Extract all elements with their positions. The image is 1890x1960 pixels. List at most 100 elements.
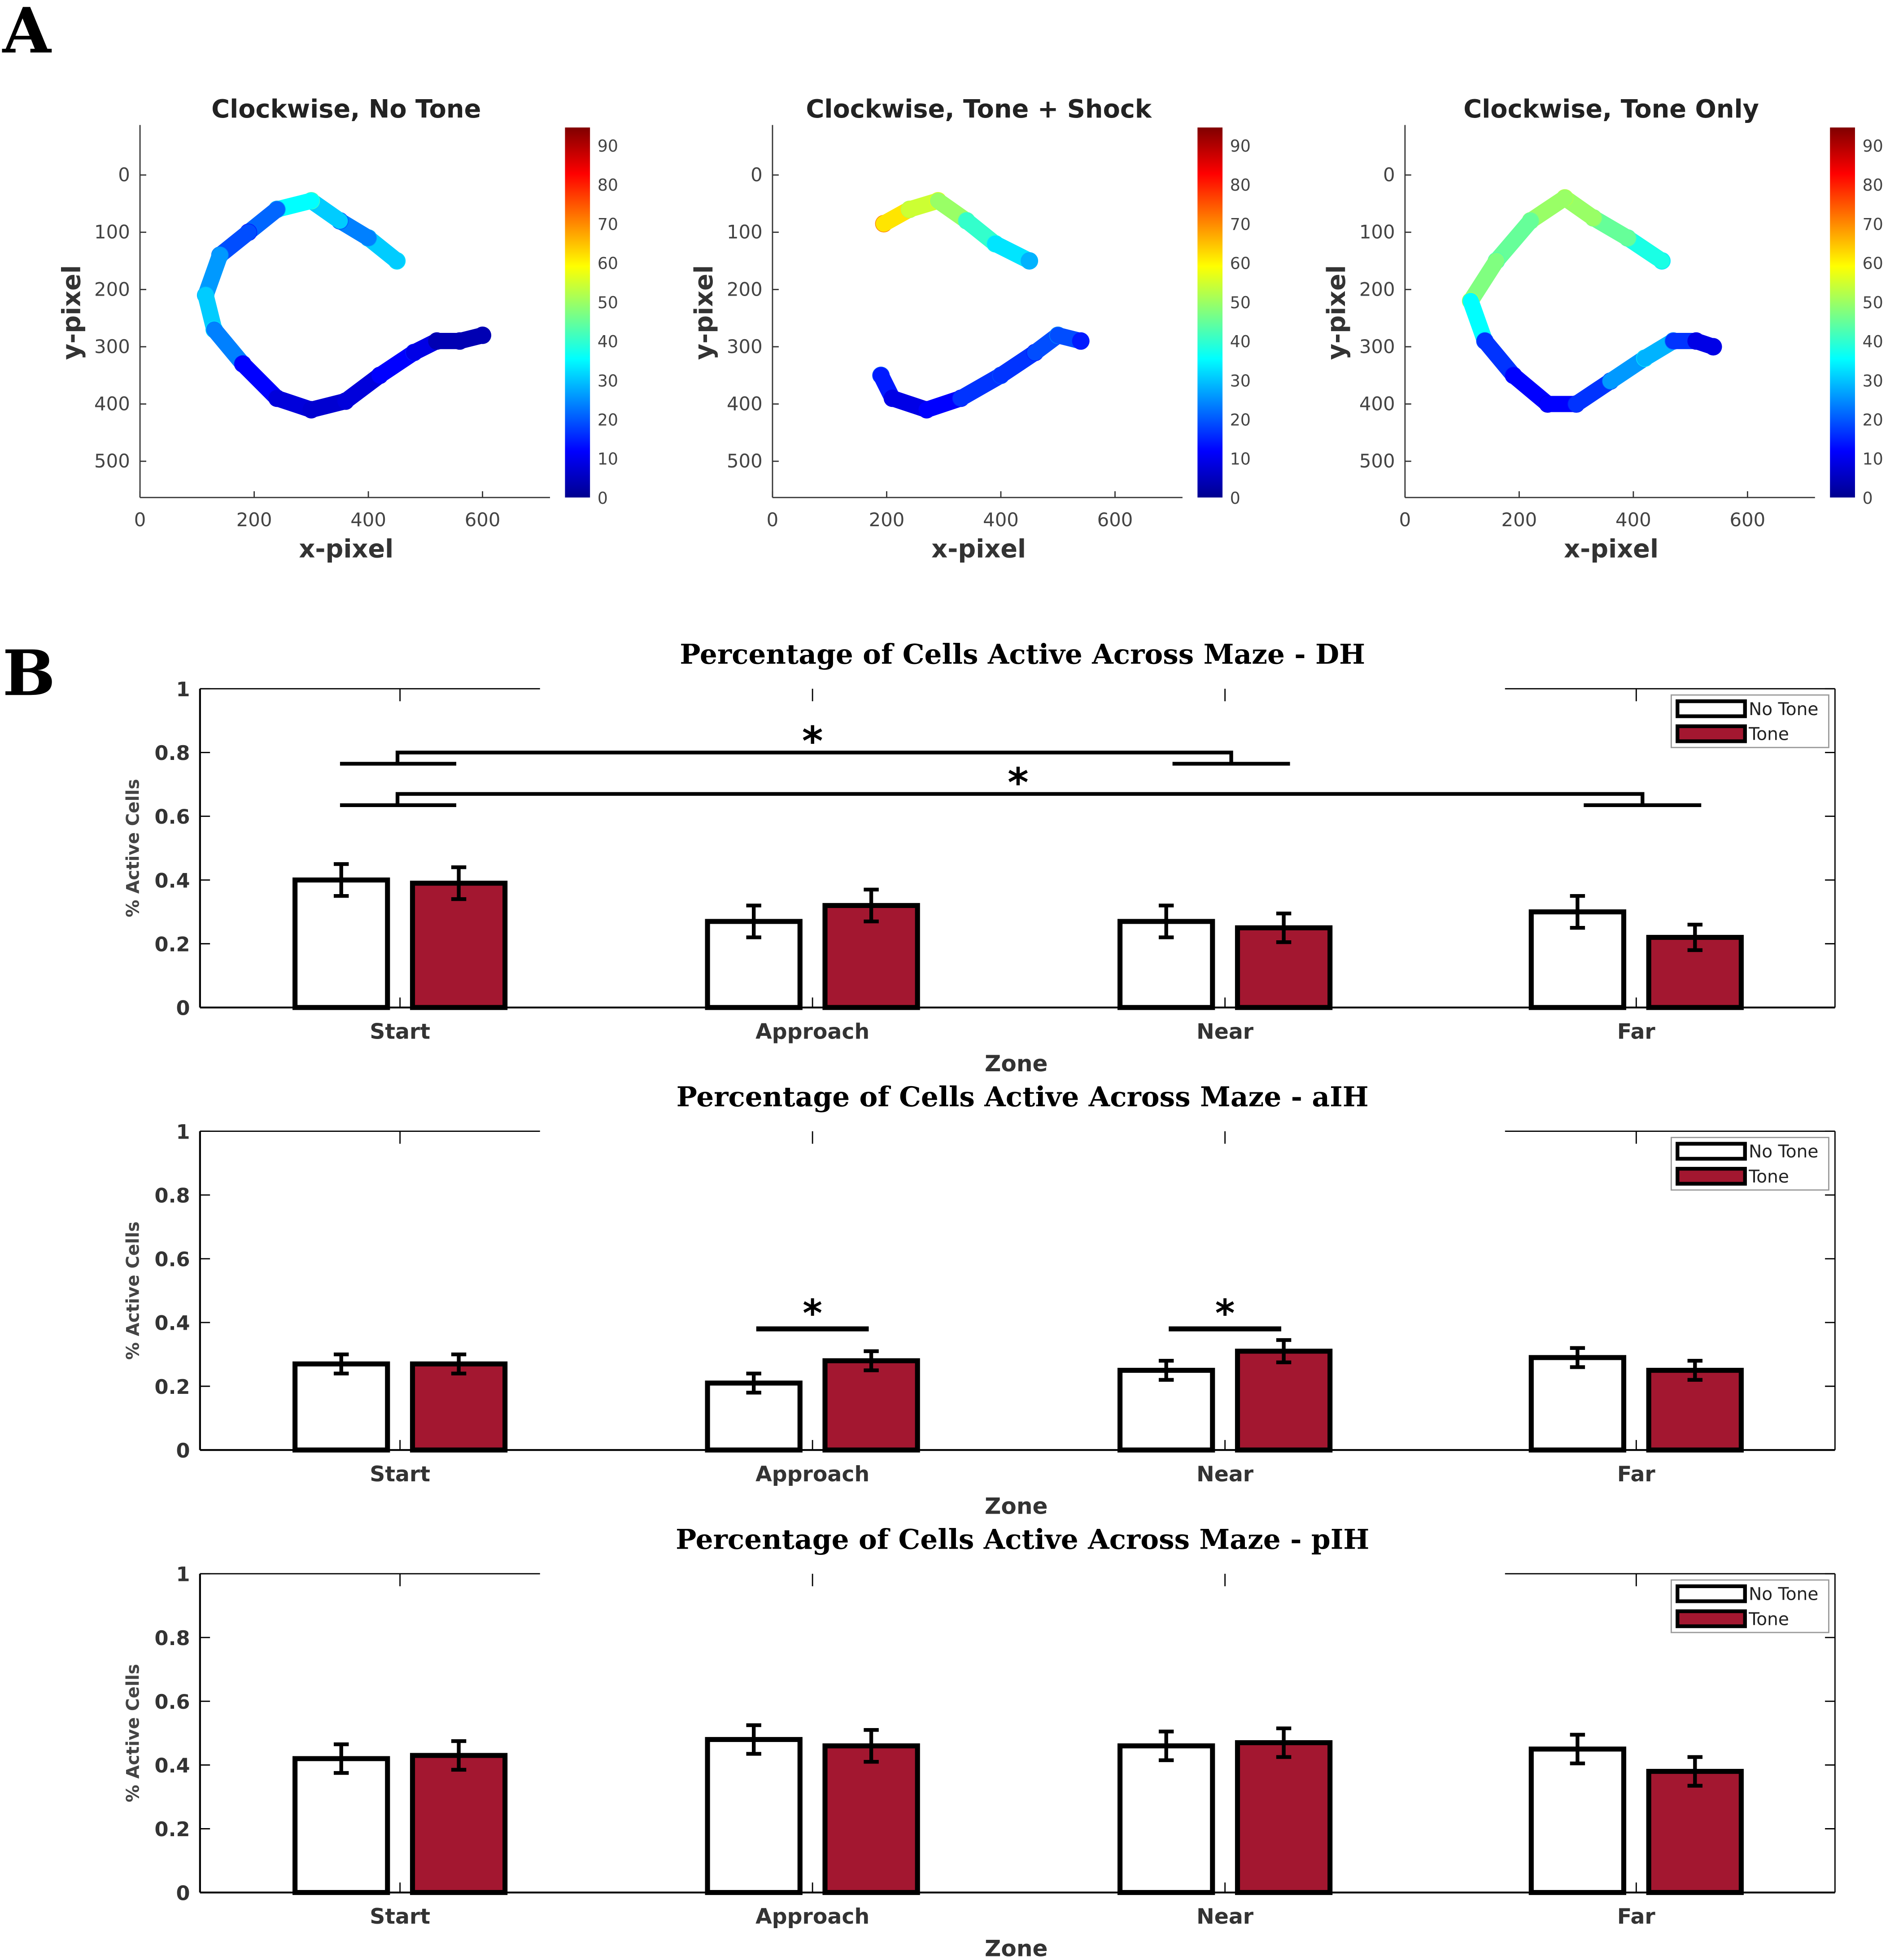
x-tick-label: 200 [1502,509,1537,531]
bar-tone [410,1753,508,1895]
legend-label: Tone [1748,1167,1789,1187]
trajectory-point [1704,338,1722,356]
x-tick-label: 0 [1399,509,1411,531]
legend-swatch [1676,1584,1747,1603]
trajectory-point [474,326,492,344]
colorbar-tick-label: 50 [1230,293,1251,312]
colorbar-tick-label: 20 [1230,410,1251,429]
bar-tone [410,881,508,1010]
colorbar-tick-label: 60 [1863,254,1883,273]
y-tick-label: 0.8 [155,1627,190,1650]
bar-chart: Percentage of Cells Active Across Maze -… [123,1523,1836,1960]
colorbar-tick-label: 40 [598,332,618,351]
x-tick-label: 200 [236,509,272,531]
y-tick-label: 0.6 [155,805,190,829]
x-tick-label: Far [1617,1904,1656,1929]
y-tick-label: 0 [751,164,763,186]
y-axis-label: y-pixel [57,265,86,360]
y-axis-label: y-pixel [1322,265,1351,360]
y-tick-label: 500 [94,450,130,472]
x-tick-label: 600 [1730,509,1766,531]
legend-label: Tone [1748,1609,1789,1629]
legend: No Tone Tone [1670,1137,1829,1191]
y-tick-label: 200 [1359,278,1395,300]
y-tick-label: 0.2 [155,933,190,956]
colorbar-tick-label: 80 [598,175,618,195]
y-tick-label: 0.8 [155,742,190,765]
significance-star: * [802,718,823,765]
y-tick-label: 1 [176,1563,190,1586]
colorbar-tick-label: 90 [1863,136,1883,156]
bar-no-tone [705,1737,803,1895]
legend-label: Tone [1748,725,1789,745]
colorbar-tick-label: 70 [1230,214,1251,234]
significance-star: * [803,1292,822,1336]
y-tick-label: 200 [94,278,130,300]
colorbar-tick-label: 10 [1863,450,1883,469]
x-tick-label: Near [1196,1462,1254,1487]
colorbar-tick-label: 50 [598,293,618,312]
x-tick-label: 600 [1097,509,1133,531]
colorbar-tick-label: 70 [598,214,618,234]
colorbar-tick-label: 50 [1863,293,1883,312]
bar-tone [1235,1349,1333,1453]
significance-star: * [1215,1292,1235,1336]
x-tick-label: Start [370,1019,430,1044]
bar-no-tone [292,1756,390,1895]
trajectory-segment [1488,213,1539,269]
y-tick-label: 100 [1359,221,1395,243]
bar-tone [410,1361,508,1453]
y-tick-label: 500 [1359,450,1395,472]
y-tick-label: 0.8 [155,1184,190,1207]
x-axis-label: Zone [985,1050,1048,1077]
colorbar-tick-label: 10 [598,450,618,469]
y-tick-label: 1 [176,678,190,701]
x-tick-label: 200 [869,509,905,531]
bar-tone [822,1743,920,1895]
colorbar-tick-label: 0 [1230,489,1240,508]
heatmap-title: Clockwise, Tone Only [1463,95,1759,124]
x-tick-label: Start [370,1904,430,1929]
x-tick-label: 400 [350,509,386,531]
y-tick-label: 400 [727,393,763,415]
chart-title: Percentage of Cells Active Across Maze -… [676,1523,1369,1555]
y-tick-label: 100 [727,221,763,243]
x-tick-label: 0 [134,509,146,531]
bar-tone [822,1358,920,1453]
colorbar [565,127,590,498]
x-axis-label: x-pixel [1564,535,1659,564]
chart-title: Percentage of Cells Active Across Maze -… [680,638,1365,671]
legend-swatch [1676,1142,1747,1161]
y-tick-label: 300 [94,336,130,358]
legend-label: No Tone [1749,699,1818,720]
legend-label: No Tone [1749,1142,1818,1162]
y-tick-label: 0.2 [155,1375,190,1399]
legend-swatch [1676,1167,1747,1186]
colorbar-tick-label: 20 [598,410,618,429]
x-axis-label: x-pixel [299,535,393,564]
colorbar-tick-label: 10 [1230,450,1251,469]
y-tick-label: 0.4 [155,869,190,892]
y-tick-label: 0 [118,164,130,186]
x-axis-label: x-pixel [931,535,1026,564]
colorbar-tick-label: 40 [1230,332,1251,351]
y-axis-label: y-pixel [690,265,719,360]
y-tick-label: 0 [176,997,190,1020]
x-tick-label: Approach [755,1462,869,1487]
bar-tone [1646,1768,1744,1895]
colorbar-tick-label: 40 [1863,332,1883,351]
x-tick-label: 600 [465,509,501,531]
heatmap-title: Clockwise, Tone + Shock [806,95,1152,124]
panel-label-a: A [2,0,52,67]
legend: No Tone Tone [1670,694,1829,748]
trajectory-point [1021,252,1039,270]
bar-tone [1235,1740,1333,1895]
y-tick-label: 300 [1359,336,1395,358]
y-tick-label: 0.6 [155,1248,190,1271]
x-tick-label: Far [1617,1462,1656,1487]
x-tick-label: Start [370,1462,430,1487]
x-tick-label: Far [1617,1019,1656,1044]
legend-swatch [1676,724,1747,743]
